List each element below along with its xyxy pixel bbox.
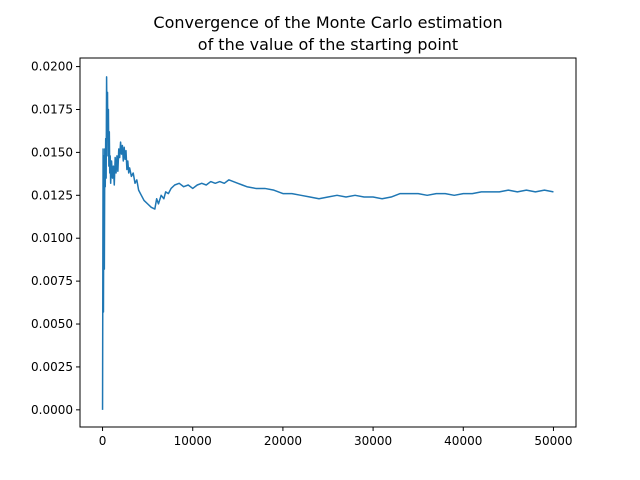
chart-title-line-2: of the value of the starting point	[198, 35, 458, 54]
x-tick-label: 20000	[264, 434, 302, 448]
y-tick-label: 0.0125	[31, 188, 73, 202]
y-tick-label: 0.0150	[31, 145, 73, 159]
x-tick-label: 50000	[534, 434, 572, 448]
y-tick-label: 0.0025	[31, 360, 73, 374]
plot-area	[101, 76, 554, 410]
x-tick-label: 10000	[174, 434, 212, 448]
x-tick-label: 0	[99, 434, 107, 448]
y-tick-label: 0.0175	[31, 102, 73, 116]
y-tick-label: 0.0050	[31, 317, 73, 331]
y-axis: 0.0000 0.0025 0.0050 0.0075 0.0100 0.0125 0.01…	[31, 60, 80, 417]
x-tick-label: 40000	[444, 434, 482, 448]
axes-frame	[79, 57, 577, 428]
y-tick-label: 0.0075	[31, 274, 73, 288]
series-line-0	[101, 76, 554, 410]
y-tick-label: 0.0100	[31, 231, 73, 245]
x-axis: 0 10000 20000 30000 40000 50000	[99, 427, 573, 448]
chart-title-line-1: Convergence of the Monte Carlo estimatio…	[153, 13, 502, 32]
y-tick-label: 0.0000	[31, 403, 73, 417]
y-tick-label: 0.0200	[31, 60, 73, 74]
x-tick-label: 30000	[354, 434, 392, 448]
